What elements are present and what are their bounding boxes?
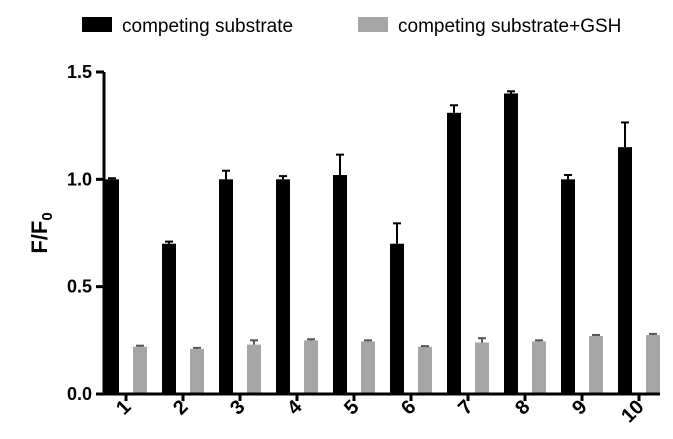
legend-label-competing-substrate: competing substrate (122, 16, 293, 37)
x-tick-label-6: 6 (397, 396, 420, 419)
x-tick-label-2: 2 (169, 396, 192, 419)
bar-substrate-gsh-2 (190, 348, 204, 394)
bar-substrate-1 (105, 179, 119, 394)
x-tick-label-10: 10 (617, 396, 648, 427)
legend: competing substrate competing substrate+… (82, 16, 621, 37)
y-tick-label-0.5: 0.5 (67, 277, 92, 297)
x-tick-label-5: 5 (340, 396, 363, 419)
y-tick-label-1.0: 1.0 (67, 169, 92, 189)
bar-substrate-9 (561, 179, 575, 394)
x-tick-label-1: 1 (112, 396, 135, 419)
x-tick-label-4: 4 (283, 395, 307, 419)
bar-substrate-gsh-4 (304, 340, 318, 394)
bar-substrate-6 (390, 243, 404, 394)
bar-substrate-gsh-8 (532, 341, 546, 394)
y-tick-label-1.5: 1.5 (67, 62, 92, 82)
bar-substrate-gsh-7 (475, 342, 489, 394)
bar-substrate-gsh-10 (646, 334, 660, 394)
bar-substrate-5 (333, 175, 347, 394)
x-tick-label-8: 8 (511, 396, 534, 419)
y-axis-label-subscript: 0 (39, 212, 56, 220)
bar-substrate-7 (447, 112, 461, 394)
bar-substrate-4 (276, 179, 290, 394)
x-tick-label-7: 7 (454, 396, 477, 419)
bar-substrate-3 (219, 179, 233, 394)
bar-substrate-gsh-5 (361, 341, 375, 394)
bar-substrate-2 (162, 243, 176, 394)
bar-substrate-gsh-6 (418, 346, 432, 394)
legend-swatch-competing-substrate-gsh (358, 17, 388, 32)
y-axis-label-main: F/F (27, 221, 52, 254)
bar-substrate-10 (618, 147, 632, 394)
bar-substrate-8 (504, 93, 518, 394)
y-tick-label-0.0: 0.0 (67, 384, 92, 404)
x-tick-label-3: 3 (226, 396, 249, 419)
legend-label-competing-substrate-gsh: competing substrate+GSH (398, 16, 621, 37)
x-tick-label-9: 9 (568, 396, 591, 419)
bar-substrate-gsh-9 (589, 336, 603, 394)
plot-area: 0.0 0.5 1.0 1.5 1 2 3 4 5 6 7 8 9 10 (67, 62, 660, 427)
y-axis-label: F/F0 (27, 212, 56, 253)
legend-swatch-competing-substrate (82, 17, 112, 32)
bar-substrate-gsh-3 (247, 344, 261, 394)
bar-substrate-gsh-1 (133, 346, 147, 394)
